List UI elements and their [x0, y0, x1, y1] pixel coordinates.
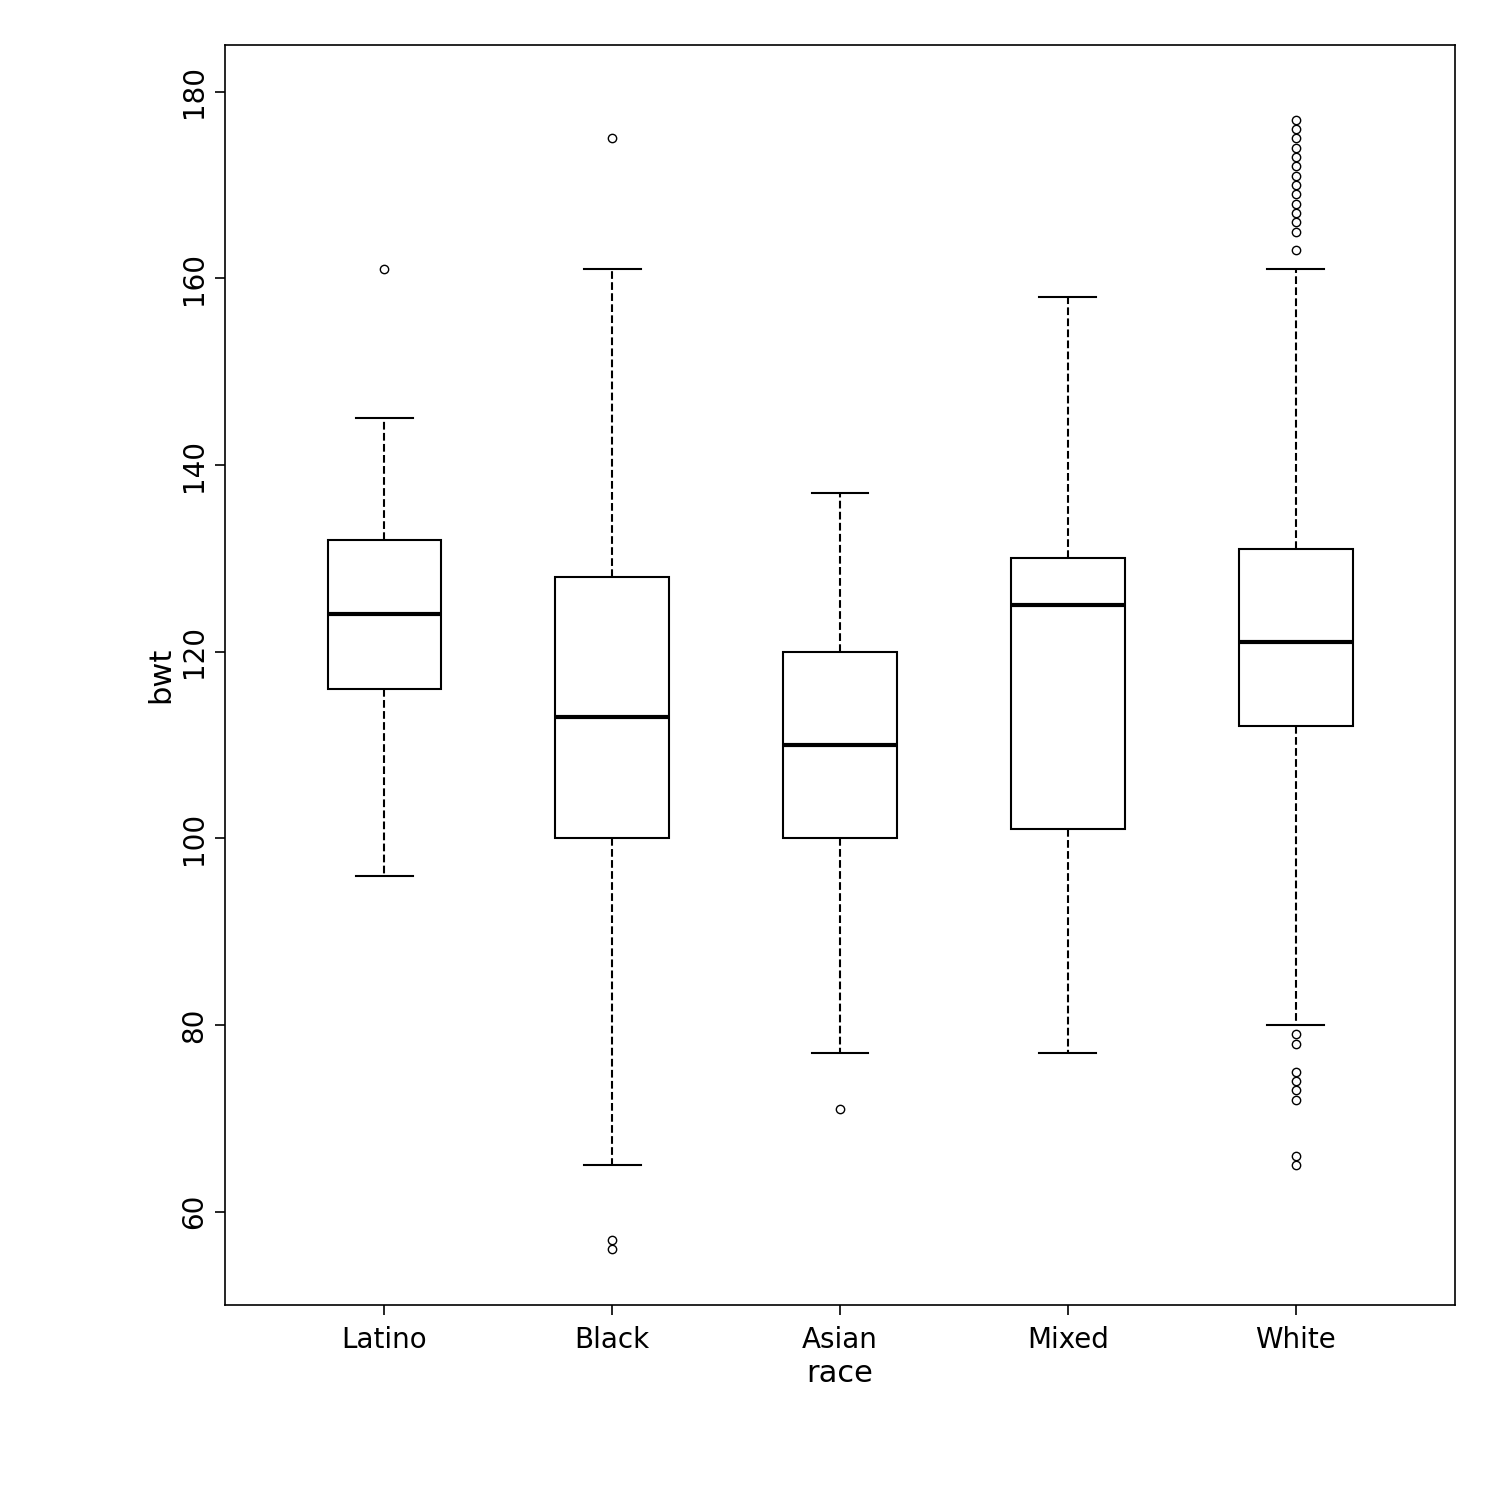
PathPatch shape	[1239, 549, 1353, 726]
PathPatch shape	[555, 578, 669, 838]
PathPatch shape	[783, 651, 897, 839]
PathPatch shape	[327, 540, 441, 688]
PathPatch shape	[1011, 558, 1125, 830]
Y-axis label: bwt: bwt	[146, 646, 176, 704]
X-axis label: race: race	[807, 1359, 873, 1389]
